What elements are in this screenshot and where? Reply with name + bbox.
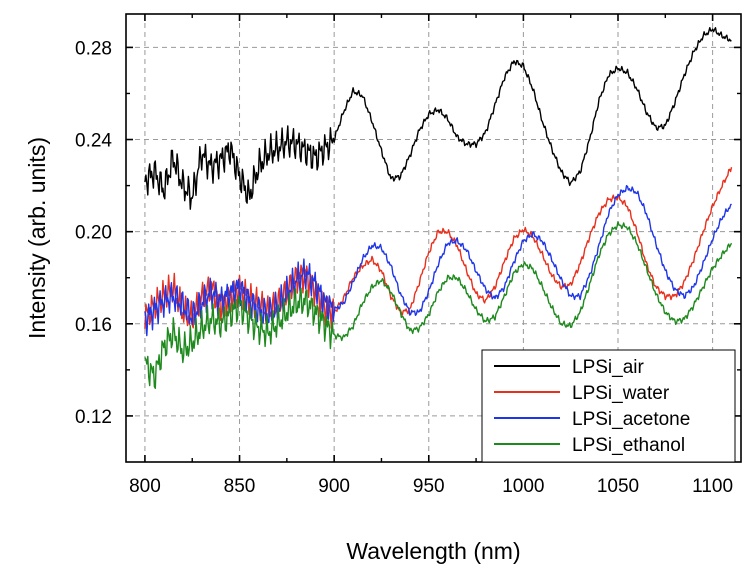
y-tick-label: 0.16 (75, 315, 112, 336)
x-tick-label: 850 (224, 476, 256, 497)
legend-label: LPSi_water (572, 383, 670, 404)
y-tick-label: 0.20 (75, 223, 112, 244)
y-tick-label: 0.24 (75, 131, 112, 152)
legend-label: LPSi_air (572, 357, 644, 378)
legend: LPSi_air LPSi_water LPSi_acetone LPSi_ethan… (481, 349, 736, 463)
x-tick-label: 900 (318, 476, 350, 497)
plot-frame (125, 13, 742, 463)
axis-ticks (126, 14, 741, 462)
x-tick-label: 950 (413, 476, 445, 497)
x-axis-title: Wavelength (nm) (346, 538, 520, 564)
y-tick-label: 0.28 (75, 38, 112, 59)
y-axis-title: Intensity (arb. units) (24, 137, 50, 339)
x-tick-label: 1000 (502, 476, 544, 497)
series-line-LPSi_acetone (144, 184, 732, 337)
series-line-LPSi_air (144, 27, 732, 210)
x-tick-label: 1100 (692, 476, 733, 497)
series-lines (144, 27, 733, 389)
x-tick-label: 1050 (597, 476, 639, 497)
y-tick-label: 0.12 (75, 407, 112, 428)
series-line-LPSi_ethanol (144, 221, 733, 389)
x-tick-label: 800 (129, 476, 161, 497)
legend-label: LPSi_ethanol (572, 435, 685, 456)
series-line-LPSi_water (144, 167, 733, 329)
x-tick-labels: 800 850 900 950 1000 1050 1100 (129, 476, 733, 497)
y-tick-labels: 0.12 0.16 0.20 0.24 0.28 (75, 38, 112, 428)
legend-label: LPSi_acetone (572, 409, 690, 430)
